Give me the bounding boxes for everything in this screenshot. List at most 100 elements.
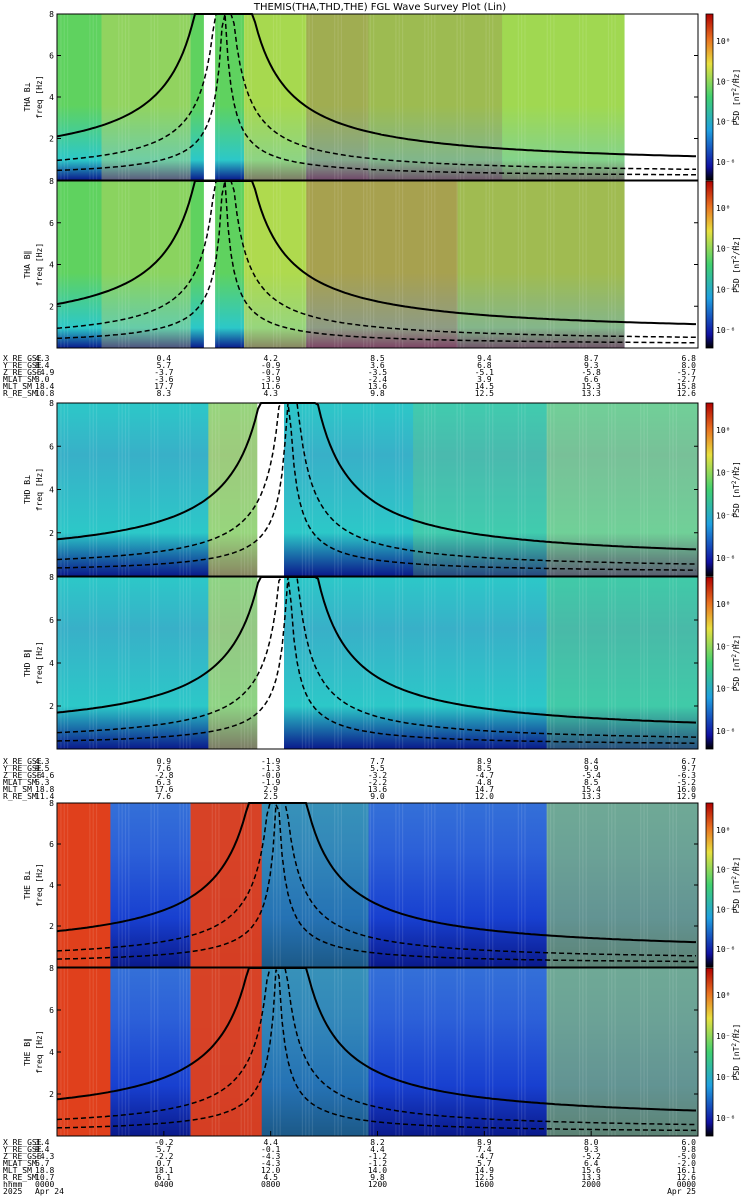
- ephemeris-value: 13.6: [368, 785, 387, 794]
- ephemeris-value: 0.7: [157, 1159, 172, 1168]
- texture-streak: [488, 968, 490, 1136]
- texture-streak: [427, 14, 429, 180]
- texture-streak: [95, 968, 98, 1136]
- texture-streak: [305, 181, 307, 348]
- frequency-curve: [57, 402, 697, 571]
- texture-streak: [250, 403, 252, 576]
- texture-streak: [427, 968, 429, 1136]
- texture-streak: [675, 577, 677, 749]
- texture-streak: [150, 403, 152, 576]
- texture-streak: [546, 14, 548, 180]
- texture-streak: [305, 803, 307, 967]
- texture-streak: [373, 803, 375, 967]
- time-row-label: hhmm: [3, 1180, 22, 1189]
- ephemeris-value: -5.1: [475, 368, 494, 377]
- texture-streak: [128, 14, 130, 180]
- texture-streak: [614, 403, 616, 576]
- spectrogram-panel-thd-3: [56, 576, 699, 750]
- texture-streak: [211, 968, 213, 1136]
- texture-streak: [373, 968, 375, 1136]
- texture-streak: [124, 181, 127, 348]
- texture-streak: [366, 577, 368, 749]
- texture-streak: [121, 14, 123, 180]
- texture-streak: [485, 403, 487, 576]
- time-tick-label: 2000: [582, 1180, 601, 1189]
- texture-streak: [549, 14, 552, 180]
- texture-streak: [517, 803, 519, 967]
- colorbar-label: PSD [nT2/Hz]: [731, 461, 741, 518]
- texture-streak: [128, 968, 130, 1136]
- ephemeris-value: 4.3: [35, 354, 50, 363]
- texture-streak: [218, 803, 220, 967]
- texture-streak: [463, 403, 465, 576]
- texture-streak: [456, 803, 458, 967]
- texture-streak: [434, 181, 436, 348]
- texture-streak: [549, 803, 552, 967]
- frequency-curve: [56, 13, 696, 176]
- texture-streak: [395, 181, 397, 348]
- texture-streak: [373, 181, 375, 348]
- texture-streak: [334, 403, 336, 576]
- texture-streak: [247, 181, 249, 348]
- texture-streak: [150, 181, 152, 348]
- texture-streak: [675, 403, 677, 576]
- texture-streak: [215, 577, 217, 749]
- time-tick-label: 0400: [154, 1180, 173, 1189]
- texture-streak: [305, 968, 307, 1136]
- texture-streak: [182, 181, 184, 348]
- ephemeris-value: 2.5: [263, 792, 278, 801]
- y-axis-title: THE B⊥: [23, 870, 32, 899]
- texture-streak: [247, 577, 249, 749]
- texture-streak: [186, 403, 188, 576]
- ephemeris-value: 8.5: [584, 778, 599, 787]
- ephemeris-value: -0.7: [261, 368, 280, 377]
- texture-streak: [456, 14, 458, 180]
- frequency-curve: [56, 402, 697, 551]
- texture-streak: [363, 181, 365, 348]
- texture-streak: [182, 577, 184, 749]
- ephemeris-row-label: Y_RE_GSE: [3, 1145, 42, 1154]
- ephemeris-row-label: Z_RE_GSE: [3, 771, 42, 780]
- texture-streak: [463, 181, 465, 348]
- ephemeris-value: 8.0: [584, 1138, 599, 1147]
- texture-streak: [95, 14, 98, 180]
- ephemeris-value: -3.7: [154, 368, 173, 377]
- colorbar: [705, 180, 714, 349]
- texture-streak: [582, 577, 584, 749]
- texture-streak: [427, 577, 429, 749]
- frequency-curve: [56, 180, 696, 344]
- colorbar-tick-label: 10⁻⁶: [716, 1114, 735, 1123]
- frequency-curve: [56, 13, 697, 158]
- texture-streak: [582, 803, 584, 967]
- texture-streak: [189, 181, 191, 348]
- texture-streak: [211, 403, 213, 576]
- texture-streak: [463, 577, 465, 749]
- ephemeris-value: 13.3: [582, 389, 601, 398]
- colorbar: [705, 402, 714, 577]
- texture-streak: [672, 577, 674, 749]
- texture-streak: [369, 577, 371, 749]
- ephemeris-value: 18.4: [35, 382, 54, 391]
- ephemeris-value: 5.5: [370, 764, 385, 773]
- texture-streak: [398, 968, 400, 1136]
- ephemeris-row-label: MLT_SM: [3, 785, 32, 794]
- y-tick-label: 6: [49, 219, 54, 228]
- texture-streak: [363, 403, 365, 576]
- texture-streak: [424, 181, 426, 348]
- ephemeris-value: 5.7: [157, 1145, 172, 1154]
- texture-streak: [247, 403, 249, 576]
- texture-streak: [398, 181, 400, 348]
- texture-streak: [675, 968, 677, 1136]
- texture-streak: [424, 968, 426, 1136]
- texture-streak: [272, 968, 275, 1136]
- time-tick-label: 0000: [677, 1180, 696, 1189]
- ephemeris-value: 18.8: [35, 785, 54, 794]
- texture-streak: [89, 803, 91, 967]
- texture-streak: [153, 803, 156, 967]
- texture-streak: [157, 181, 159, 348]
- texture-streak: [492, 14, 494, 180]
- texture-streak: [95, 803, 98, 967]
- texture-streak: [124, 403, 127, 576]
- y-tick-label: 8: [49, 177, 54, 186]
- texture-streak: [672, 803, 674, 967]
